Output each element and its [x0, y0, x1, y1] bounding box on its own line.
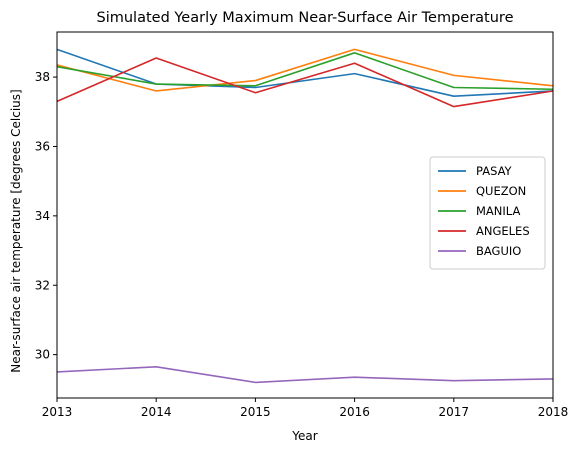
series-line-baguio: [56, 365, 554, 384]
y-axis: 30 32 34 36 38: [35, 70, 57, 362]
y-tick-label: 36: [35, 139, 50, 153]
series-line-quezon: [56, 48, 554, 92]
legend-label-baguio: BAGUIO: [476, 244, 521, 258]
plot-frame: [56, 31, 554, 399]
x-tick-label: 2014: [141, 405, 172, 419]
series-line-manila: [56, 52, 554, 91]
legend-label-pasay: PASAY: [476, 164, 513, 178]
series-line-angeles: [56, 57, 554, 108]
x-tick-label: 2016: [339, 405, 370, 419]
plot-lines: [56, 48, 554, 384]
x-axis: 2013 2014 2015 2016 2017 2018: [42, 398, 569, 419]
legend-label-manila: MANILA: [476, 204, 520, 218]
y-tick-label: 30: [35, 348, 50, 362]
legend: PASAY QUEZON MANILA ANGELES BAGUIO: [429, 156, 546, 270]
x-tick-label: 2018: [538, 405, 569, 419]
x-tick-label: 2015: [240, 405, 271, 419]
y-tick-label: 32: [35, 278, 50, 292]
x-axis-label: Year: [291, 429, 317, 443]
y-tick-label: 38: [35, 70, 50, 84]
legend-box: [429, 156, 546, 270]
series-line-pasay: [56, 48, 554, 97]
y-axis-label: Near-surface air temperature [degrees Ce…: [9, 89, 23, 372]
chart-title: Simulated Yearly Maximum Near-Surface Ai…: [97, 10, 514, 26]
y-tick-label: 34: [35, 209, 50, 223]
legend-label-angeles: ANGELES: [476, 224, 530, 238]
legend-label-quezon: QUEZON: [476, 184, 526, 198]
x-tick-label: 2017: [439, 405, 470, 419]
x-tick-label: 2013: [42, 405, 73, 419]
